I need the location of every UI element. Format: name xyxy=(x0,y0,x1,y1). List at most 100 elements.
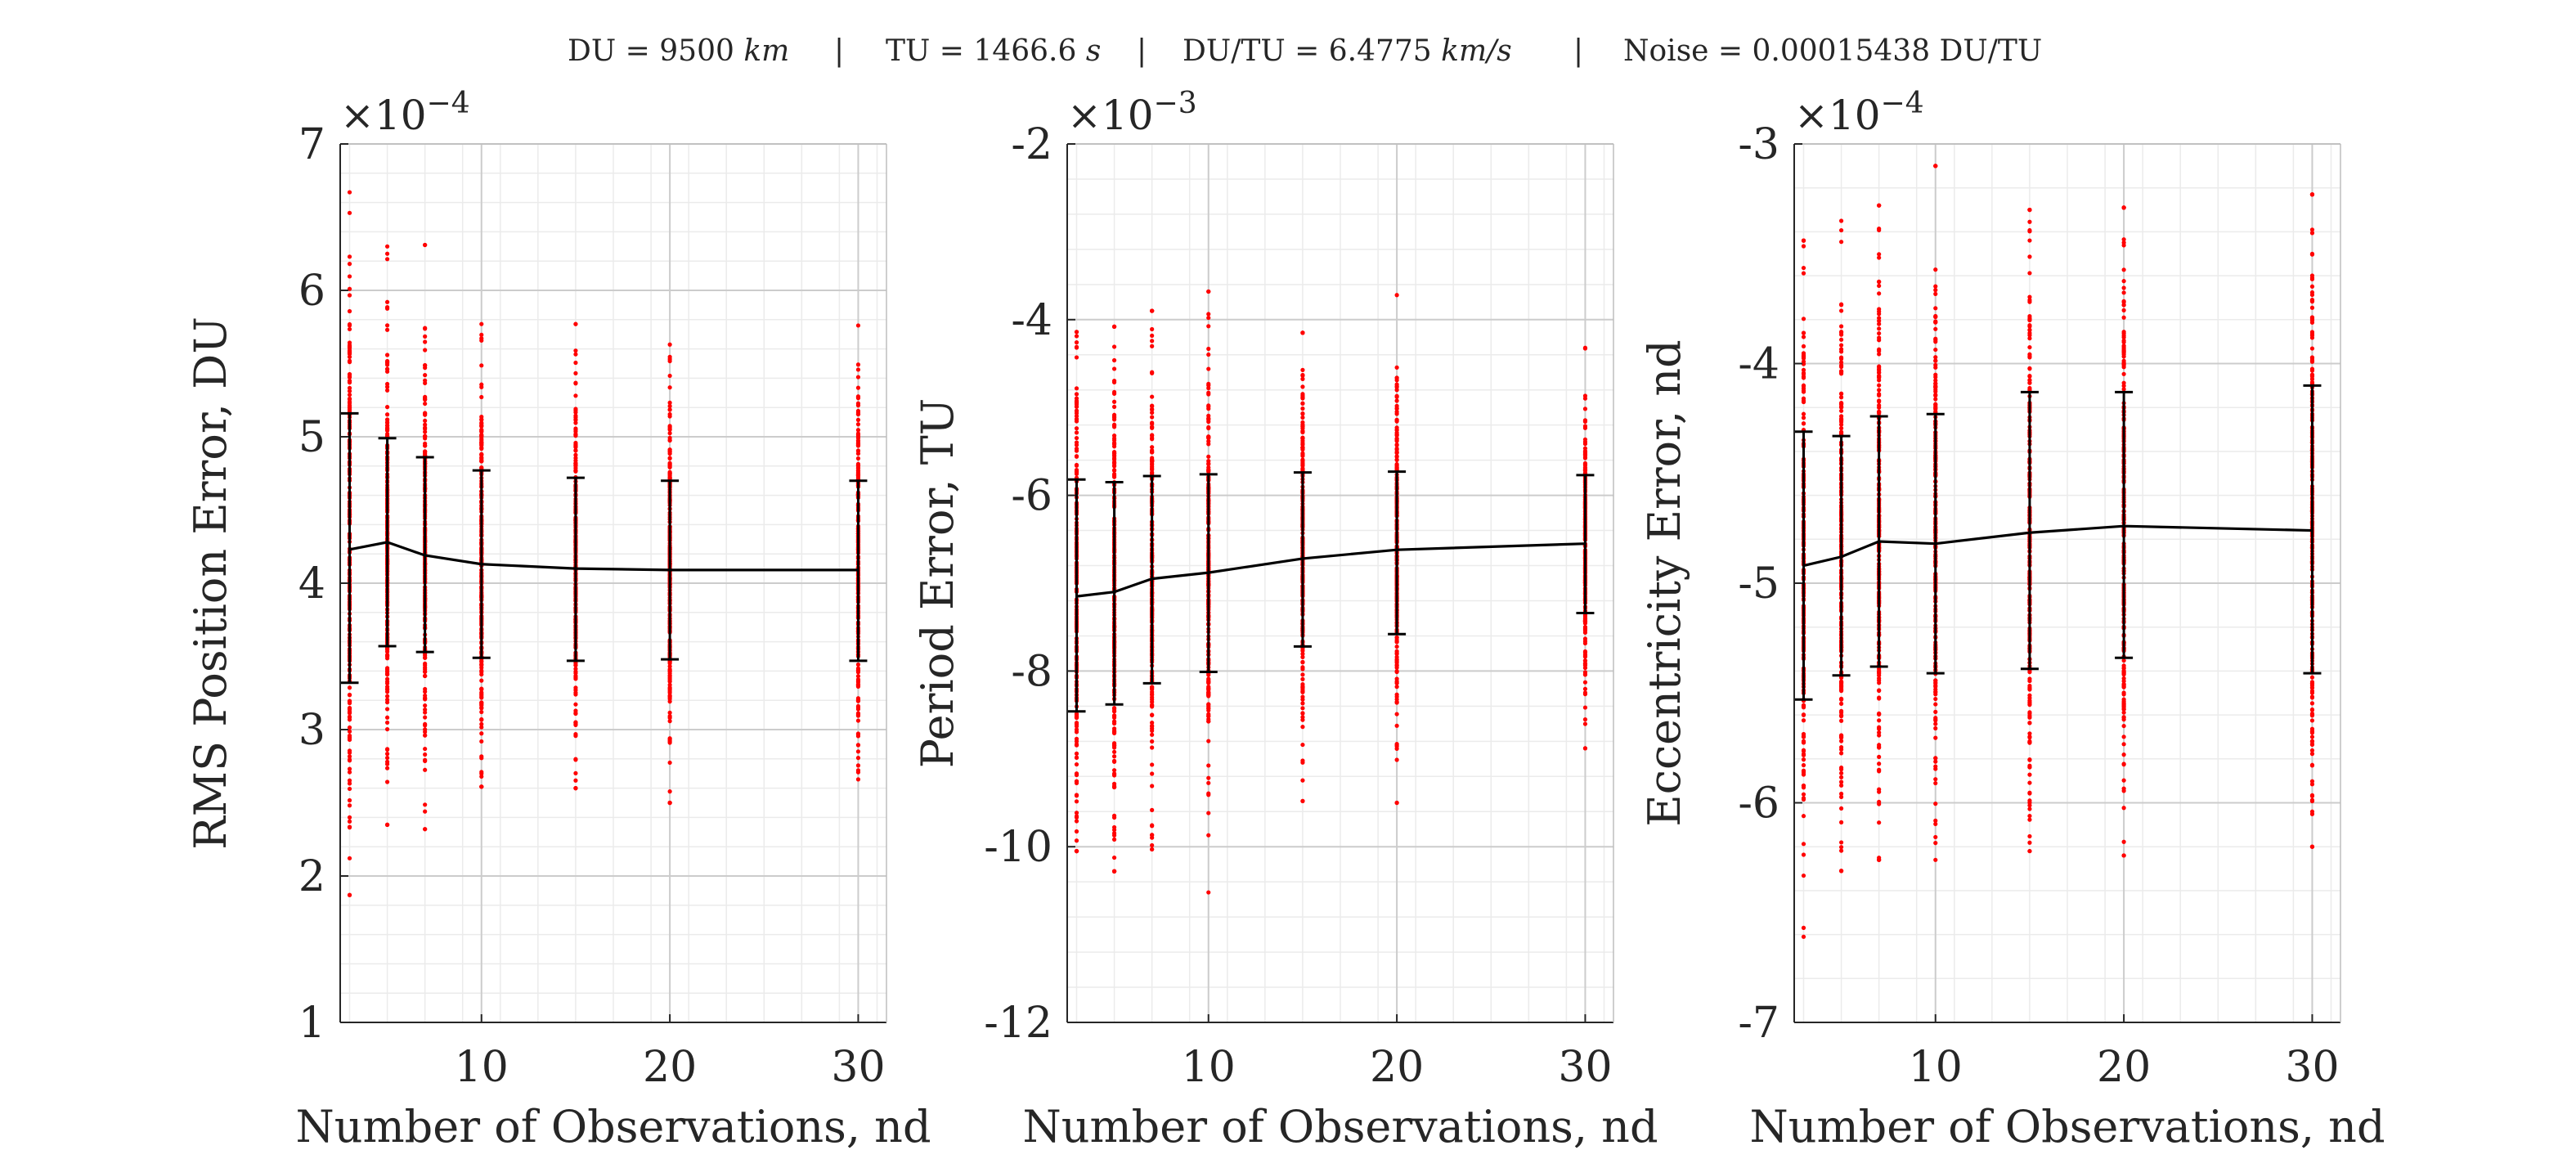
scatter-point xyxy=(1933,267,1938,272)
scatter-point xyxy=(1933,284,1938,289)
scatter-point xyxy=(347,778,352,783)
scatter-point xyxy=(1206,392,1211,397)
scatter-point xyxy=(855,417,861,422)
scatter-point xyxy=(667,671,672,676)
scatter-point xyxy=(1582,407,1588,411)
scatter-point xyxy=(1394,394,1399,399)
scatter-point xyxy=(1150,728,1155,734)
scatter-point xyxy=(1074,730,1079,734)
scatter-point xyxy=(1111,324,1117,329)
scatter-point xyxy=(1582,690,1588,695)
scatter-point xyxy=(1801,389,1806,394)
scatter-point xyxy=(1877,857,1882,862)
scatter-point xyxy=(1838,357,1844,362)
scatter-point xyxy=(1877,364,1882,369)
scatter-point xyxy=(667,400,672,405)
scatter-point xyxy=(855,770,861,775)
scatter-point xyxy=(384,747,390,752)
scatter-point xyxy=(1394,800,1399,806)
scatter-point xyxy=(1300,451,1305,456)
scatter-point xyxy=(384,720,390,725)
scatter-point xyxy=(1801,344,1806,349)
mean-line xyxy=(1076,542,1586,598)
scatter-point xyxy=(1838,697,1844,702)
scatter-point xyxy=(1933,717,1938,722)
scatter-point xyxy=(423,809,428,814)
scatter-point xyxy=(1300,463,1305,468)
scatter-point xyxy=(384,299,390,304)
scatter-point xyxy=(384,420,390,425)
scatter-point xyxy=(1111,399,1117,404)
scatter-point xyxy=(347,210,352,215)
scatter-point xyxy=(667,659,672,664)
scatter-point xyxy=(1933,378,1938,383)
scatter-point xyxy=(1206,693,1211,698)
scatter-point xyxy=(1801,244,1806,249)
scatter-point xyxy=(1111,869,1117,874)
scatter-point xyxy=(1074,469,1079,474)
scatter-point xyxy=(1933,684,1938,690)
scatter-point xyxy=(1801,330,1806,335)
scatter-point xyxy=(855,456,861,461)
scatter-point xyxy=(1074,779,1079,784)
scatter-point xyxy=(1582,649,1588,654)
scatter-point xyxy=(667,739,672,744)
scatter-point xyxy=(384,647,390,652)
scatter-point xyxy=(1838,779,1844,784)
scatter-point xyxy=(1111,442,1117,447)
scatter-point xyxy=(1933,393,1938,398)
scatter-point xyxy=(1838,739,1844,743)
scatter-point xyxy=(1838,408,1844,413)
scatter-point xyxy=(1877,392,1882,397)
scatter-point xyxy=(1801,752,1806,757)
scatter-point xyxy=(573,770,578,775)
scatter-point xyxy=(1877,312,1882,317)
scatter-point xyxy=(855,743,861,748)
scatter-point xyxy=(1838,401,1844,407)
scatter-point xyxy=(1838,751,1844,756)
scatter-point xyxy=(479,382,484,387)
scatter-point xyxy=(384,779,390,784)
scatter-point xyxy=(384,822,390,827)
scatter-point xyxy=(1838,765,1844,770)
scatter-point xyxy=(1933,721,1938,726)
scatter-point xyxy=(667,716,672,721)
scatter-point xyxy=(1877,695,1882,700)
y-tick-label: -4 xyxy=(1011,296,1052,345)
scatter-point xyxy=(1150,448,1155,453)
scatter-point xyxy=(1877,754,1882,760)
scatter-point xyxy=(384,257,390,262)
scatter-point xyxy=(1394,388,1399,393)
scatter-point xyxy=(1877,718,1882,723)
scatter-point xyxy=(1074,838,1079,843)
scatter-point xyxy=(855,684,861,689)
scatter-point xyxy=(573,675,578,680)
scatter-point xyxy=(2027,238,2032,243)
scatter-point xyxy=(1582,721,1588,726)
scatter-point xyxy=(1300,690,1305,694)
scatter-point xyxy=(1111,824,1117,830)
y-axis-label: RMS Position Error, DU xyxy=(185,317,236,850)
scatter-point xyxy=(347,293,352,298)
scatter-point xyxy=(1206,713,1211,718)
scatter-point xyxy=(1801,271,1806,276)
scatter-point xyxy=(1394,382,1399,387)
scatter-point xyxy=(1111,457,1117,462)
scatter-point xyxy=(1877,673,1882,678)
scatter-point xyxy=(1582,670,1588,675)
scatter-point xyxy=(384,694,390,699)
scatter-point xyxy=(1150,339,1155,344)
scatter-point xyxy=(1150,691,1155,697)
scatter-point xyxy=(1111,404,1117,409)
dutu-label: DU/TU = 6.4775 km/s xyxy=(1183,34,1512,68)
scatter-point xyxy=(855,362,861,367)
scatter-point xyxy=(1582,658,1588,663)
scatter-point xyxy=(573,722,578,727)
mean-line xyxy=(349,541,859,572)
scatter-point xyxy=(1801,797,1806,802)
scatter-point xyxy=(384,726,390,732)
scatter-point xyxy=(1582,418,1588,424)
scatter-point xyxy=(1074,724,1079,729)
scatter-point xyxy=(347,358,352,363)
